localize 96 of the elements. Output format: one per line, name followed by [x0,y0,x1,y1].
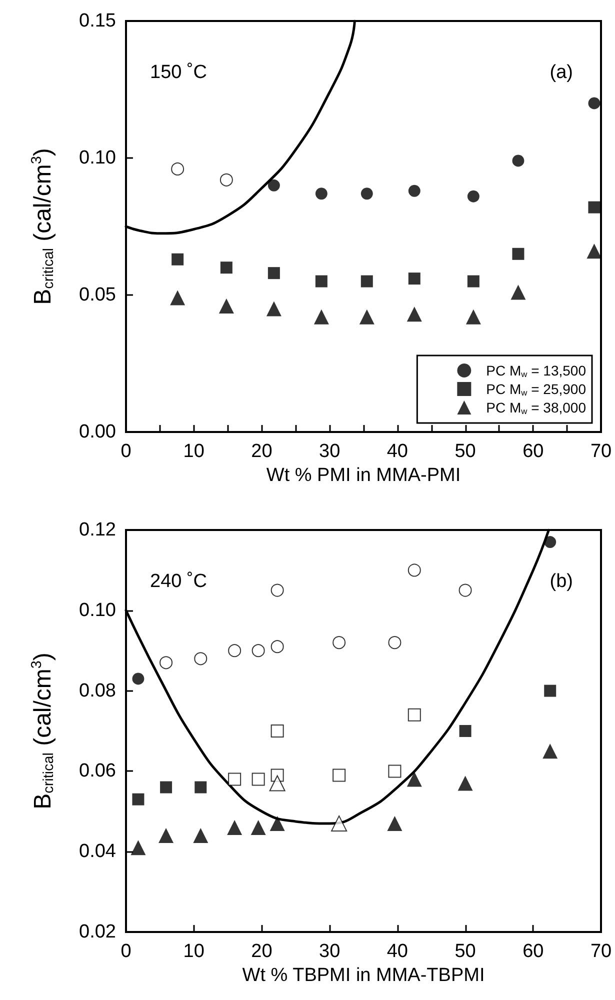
point [132,672,144,685]
point [406,772,422,787]
x-tick-label: 40 [386,441,408,462]
point [220,173,233,186]
point [408,708,421,722]
x-tick-label: 0 [120,441,132,462]
point [270,724,284,738]
point [510,284,526,300]
x-tick-label: 30 [319,941,340,962]
point [270,816,285,831]
point [406,306,422,322]
y-tick-label: 0.05 [79,284,116,306]
point [588,201,600,214]
x-tick-label: 40 [386,941,408,962]
point [332,768,346,782]
y-tick-label: 0.15 [79,10,116,32]
y-tick-label: 0.00 [79,422,116,442]
point [588,97,600,110]
point [544,536,556,548]
point [227,820,242,835]
point [387,816,402,831]
point [172,253,184,266]
point [467,190,480,202]
x-tick-label: 50 [454,941,476,962]
point [228,644,242,658]
y-tick-label: 0.04 [79,841,116,862]
point [266,301,282,316]
annotation: 240 ˚C [150,571,208,592]
point [194,652,208,666]
point [544,684,556,697]
point [359,309,374,324]
point [130,840,146,856]
point [331,815,348,832]
point [408,564,421,577]
x-tick-label: 50 [454,441,476,462]
point [160,656,173,670]
point [360,188,373,200]
point [314,309,329,324]
y-tick-label: 0.10 [79,148,116,168]
point [408,184,420,197]
point [268,267,280,280]
x-tick-label: 10 [183,941,204,962]
point [512,248,524,260]
point [332,636,346,650]
y-tick-label: 0.02 [79,922,116,942]
point [315,188,328,200]
y-tick-label: 0.10 [79,600,116,621]
point [193,828,208,844]
x-tick-label: 30 [319,441,340,462]
x-tick-label: 70 [590,441,612,462]
point [466,309,481,324]
point [160,781,172,794]
point [252,644,265,658]
x-tick-label: 20 [251,441,272,462]
y-tick-label: 0.12 [79,520,116,540]
point [268,179,280,192]
point [252,772,265,786]
x-tick-label: 60 [522,941,544,962]
point [458,584,472,597]
point [315,275,328,288]
y-tick-label: 0.08 [79,680,116,702]
x-tick-label: 20 [251,941,272,962]
point [586,244,602,259]
x-axis-title: Wt % PMI in MMA-PMI [266,465,461,486]
point [171,162,184,176]
annotation: 150 ˚C [150,62,208,83]
point [170,290,186,306]
point [250,820,266,835]
point [270,584,284,597]
point [542,744,558,759]
point [388,764,402,778]
annotation: (a) [550,62,574,83]
point [388,636,402,650]
x-axis-title: Wt % TBPMI in MMA-TBPMI [242,965,485,986]
point [408,272,420,285]
x-tick-label: 70 [590,941,612,962]
point [512,154,524,167]
point [458,776,473,791]
point [228,772,242,786]
y-tick-label: 0.06 [79,760,116,782]
point [158,828,174,844]
y-axis-title: Bcritical (cal/cm3) [29,148,57,305]
point [270,640,284,654]
x-tick-label: 0 [120,941,132,962]
point [132,793,144,806]
point [218,298,234,314]
point [194,781,207,794]
y-axis-title: Bcritical (cal/cm3) [29,652,57,810]
point [467,275,480,288]
annotation: (b) [550,571,574,592]
x-tick-label: 60 [522,441,544,462]
x-tick-label: 10 [183,441,204,462]
point [360,275,373,288]
point [459,725,472,737]
point [220,262,232,274]
point [269,775,286,792]
